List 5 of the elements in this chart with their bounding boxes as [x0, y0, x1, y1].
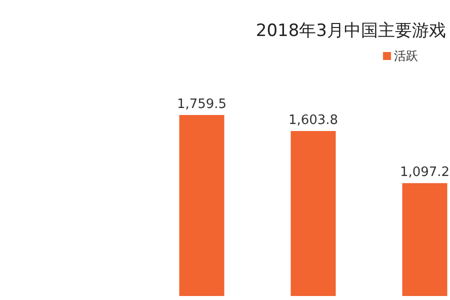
data-label: 1,759.5 — [176, 97, 227, 112]
title: 2018年3月中国主要游戏 — [256, 21, 446, 41]
legend-label: 活跃 — [394, 49, 418, 63]
data-label: 1,603.8 — [288, 113, 338, 128]
data-label: 1,097.2 — [400, 165, 450, 180]
